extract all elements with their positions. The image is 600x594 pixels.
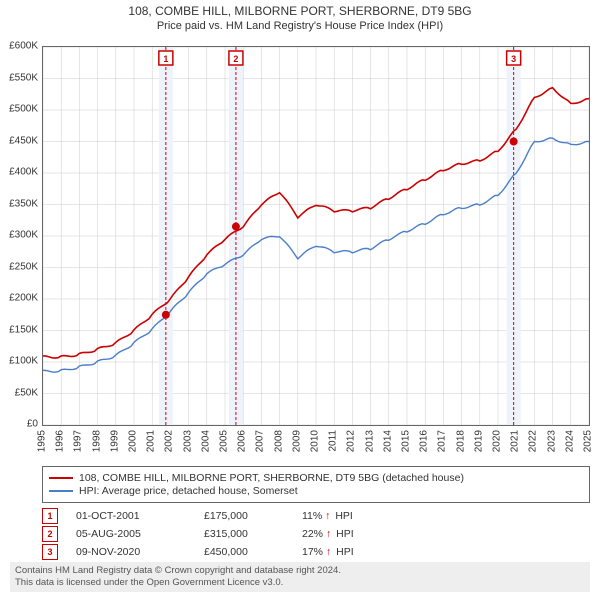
sales-row: 1 01-OCT-2001 £175,000 11% ↑ HPI [42,508,590,524]
svg-text:3: 3 [511,54,516,64]
x-tick-label: 1998 [91,430,102,452]
sale-price: £175,000 [204,510,284,522]
chart-container: 108, COMBE HILL, MILBORNE PORT, SHERBORN… [0,4,600,594]
sale-date: 05-AUG-2005 [76,528,186,540]
x-tick-label: 2011 [328,430,339,452]
legend-row-hpi: HPI: Average price, detached house, Some… [49,485,583,497]
y-axis-labels: £0£50K£100K£150K£200K£250K£300K£350K£400… [0,46,40,426]
sale-index-box: 2 [42,526,58,542]
y-tick-label: £250K [9,261,38,272]
legend-swatch-property [49,477,73,479]
legend-label-hpi: HPI: Average price, detached house, Some… [79,485,298,497]
sale-index-box: 3 [42,544,58,560]
legend-label-property: 108, COMBE HILL, MILBORNE PORT, SHERBORN… [79,472,464,484]
svg-text:2: 2 [233,54,238,64]
x-tick-label: 2019 [473,430,484,452]
sales-row: 2 05-AUG-2005 £315,000 22% ↑ HPI [42,526,590,542]
x-tick-label: 2012 [346,430,357,452]
x-tick-label: 2021 [510,430,521,452]
y-tick-label: £400K [9,167,38,178]
x-tick-label: 2016 [419,430,430,452]
x-tick-label: 2005 [219,430,230,452]
y-tick-label: £500K [9,104,38,115]
x-tick-label: 2008 [273,430,284,452]
y-tick-label: £350K [9,198,38,209]
chart-svg: 1 2 3 [43,47,589,425]
y-tick-label: £450K [9,135,38,146]
chart-title: 108, COMBE HILL, MILBORNE PORT, SHERBORN… [0,4,600,18]
x-tick-label: 2009 [291,430,302,452]
legend-row-property: 108, COMBE HILL, MILBORNE PORT, SHERBORN… [49,472,583,484]
y-tick-label: £200K [9,293,38,304]
plot-area: 1 2 3 [42,46,590,426]
x-tick-label: 2025 [583,430,594,452]
y-tick-label: £50K [15,387,38,398]
y-tick-label: £150K [9,324,38,335]
svg-text:1: 1 [163,54,168,64]
x-tick-label: 1999 [109,430,120,452]
x-tick-label: 2007 [255,430,266,452]
y-tick-label: £0 [27,419,38,430]
y-tick-label: £600K [9,41,38,52]
sale-hpi: 11% ↑ HPI [302,510,382,522]
x-tick-label: 2000 [128,430,139,452]
x-tick-label: 2010 [310,430,321,452]
x-tick-label: 2001 [146,430,157,452]
x-tick-label: 2022 [528,430,539,452]
sales-table: 1 01-OCT-2001 £175,000 11% ↑ HPI 2 05-AUG-200… [42,506,590,562]
sale-price: £450,000 [204,546,284,558]
footer-line2: This data is licensed under the Open Gov… [15,577,585,589]
sale-hpi: 17% ↑ HPI [302,546,382,558]
footer-line1: Contains HM Land Registry data © Crown c… [15,565,585,577]
x-tick-label: 2024 [564,430,575,452]
y-tick-label: £300K [9,230,38,241]
x-axis-labels: 1995199619971998199920002001200220032004… [42,428,590,468]
chart-subtitle: Price paid vs. HM Land Registry's House … [0,20,600,32]
footer: Contains HM Land Registry data © Crown c… [10,562,590,592]
x-tick-label: 2013 [364,430,375,452]
x-tick-label: 2017 [437,430,448,452]
x-tick-label: 2004 [200,430,211,452]
x-tick-label: 2018 [455,430,466,452]
x-tick-label: 2020 [492,430,503,452]
x-tick-label: 2003 [182,430,193,452]
sale-date: 09-NOV-2020 [76,546,186,558]
up-arrow-icon: ↑ [326,528,331,540]
y-tick-label: £100K [9,356,38,367]
sale-hpi: 22% ↑ HPI [302,528,382,540]
legend-swatch-hpi [49,490,73,492]
x-tick-label: 2002 [164,430,175,452]
x-tick-label: 1996 [55,430,66,452]
up-arrow-icon: ↑ [325,510,330,522]
sales-row: 3 09-NOV-2020 £450,000 17% ↑ HPI [42,544,590,560]
x-tick-label: 2023 [546,430,557,452]
x-tick-label: 1997 [73,430,84,452]
x-tick-label: 2006 [237,430,248,452]
legend: 108, COMBE HILL, MILBORNE PORT, SHERBORN… [42,466,590,503]
x-tick-label: 2014 [382,430,393,452]
sale-price: £315,000 [204,528,284,540]
x-tick-label: 1995 [37,430,48,452]
sale-date: 01-OCT-2001 [76,510,186,522]
y-tick-label: £550K [9,72,38,83]
sale-index-box: 1 [42,508,58,524]
up-arrow-icon: ↑ [326,546,331,558]
x-tick-label: 2015 [401,430,412,452]
